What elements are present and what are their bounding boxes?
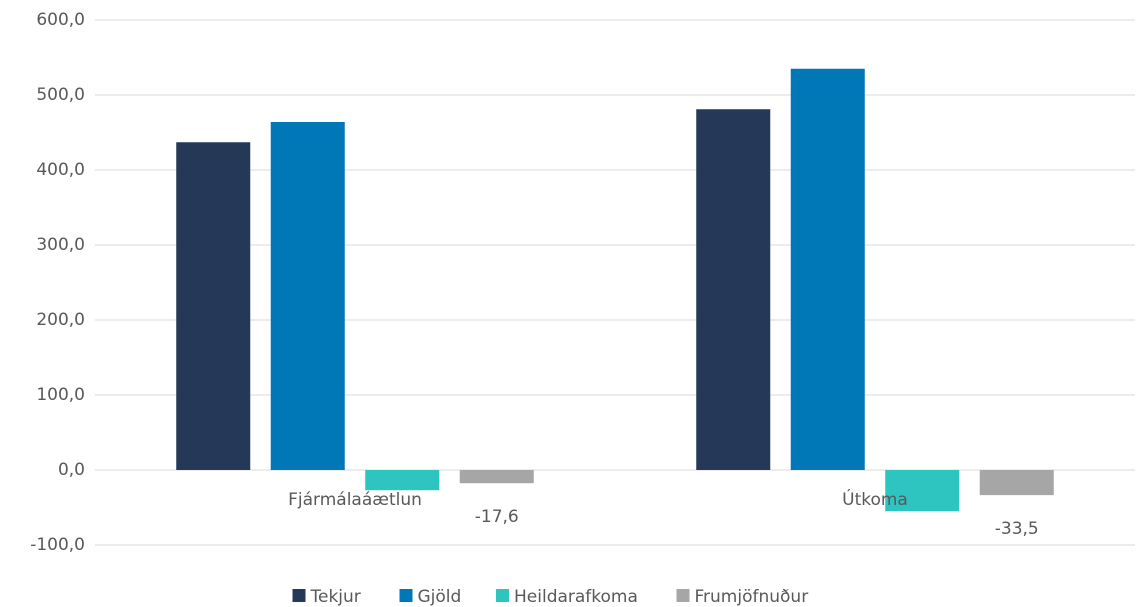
y-tick-label: 500,0 (36, 85, 85, 105)
bar (979, 470, 1054, 496)
y-tick-label: -100,0 (30, 535, 85, 555)
bar (270, 122, 345, 470)
data-label: -17,6 (475, 507, 519, 527)
y-tick-label: 100,0 (36, 385, 85, 405)
legend-swatch (676, 589, 690, 602)
bar (365, 470, 440, 491)
legend-swatch (292, 589, 306, 602)
bar (459, 470, 534, 484)
bar (696, 109, 771, 470)
bar (790, 68, 865, 470)
legend-label: Gjöld (418, 587, 462, 607)
y-tick-label: 300,0 (36, 235, 85, 255)
legend-label: Heildarafkoma (514, 587, 638, 607)
y-tick-label: 200,0 (36, 310, 85, 330)
x-tick-label: Útkoma (842, 488, 908, 510)
legend-label: Tekjur (310, 587, 361, 607)
legend-swatch (496, 589, 509, 602)
y-tick-label: 0,0 (58, 460, 85, 480)
bar (885, 470, 960, 512)
bar (176, 142, 251, 470)
y-tick-label: 600,0 (36, 10, 85, 30)
data-label: -33,5 (995, 519, 1039, 539)
legend-label: Frumjöfnuður (695, 587, 809, 607)
y-tick-label: 400,0 (36, 160, 85, 180)
legend-swatch (399, 589, 413, 602)
x-tick-label: Fjármálaáætlun (288, 490, 422, 510)
